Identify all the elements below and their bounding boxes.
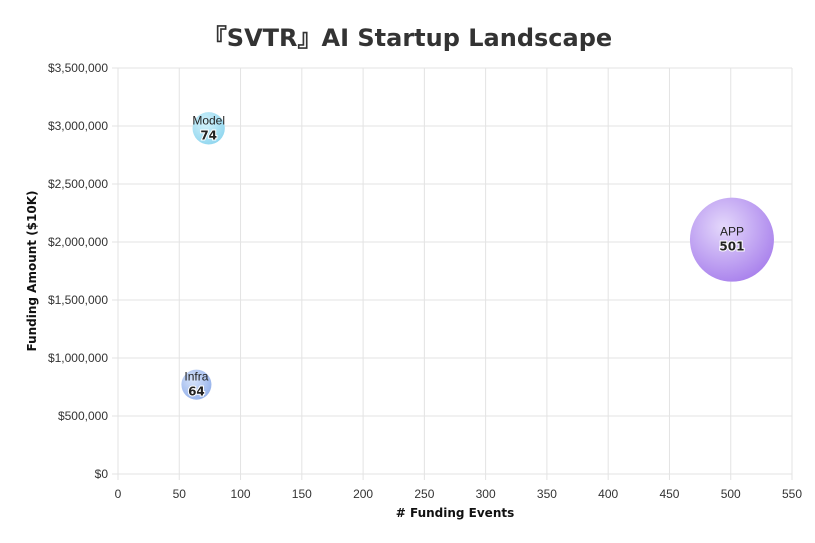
chart-title: 『SVTR』AI Startup Landscape xyxy=(202,24,613,52)
bubble-name-label: Model xyxy=(192,113,225,127)
x-tick-label: 0 xyxy=(115,487,122,501)
y-tick-label: $500,000 xyxy=(58,409,108,423)
x-tick-label: 100 xyxy=(231,487,251,501)
bubble-value-label: 501 xyxy=(719,240,744,254)
x-tick-label: 500 xyxy=(721,487,741,501)
y-axis-title: Funding Amount ($10K) xyxy=(25,190,39,351)
y-tick-label: $0 xyxy=(95,467,109,481)
axes: 0 50 100 150 200 250 300 350 400 450 500 550 $0 $500,… xyxy=(48,61,802,501)
y-tick-label: $1,500,000 xyxy=(48,293,108,307)
x-tick-label: 550 xyxy=(782,487,802,501)
bubble-value-label: 64 xyxy=(188,385,205,399)
y-tick-label: $2,000,000 xyxy=(48,235,108,249)
x-tick-label: 50 xyxy=(173,487,187,501)
y-tick-label: $1,000,000 xyxy=(48,351,108,365)
bubble-value-label: 74 xyxy=(200,128,217,142)
bubble-circle[interactable] xyxy=(689,197,774,282)
bubble-name-label: APP xyxy=(720,225,744,239)
bubble-circle[interactable] xyxy=(181,369,212,400)
x-tick-label: 150 xyxy=(292,487,312,501)
bubble-name-label: Infra xyxy=(184,370,208,384)
x-tick-label: 400 xyxy=(598,487,618,501)
x-tick-label: 200 xyxy=(353,487,373,501)
x-tick-label: 350 xyxy=(537,487,557,501)
x-tick-label: 450 xyxy=(659,487,679,501)
y-tick-label: $3,500,000 xyxy=(48,61,108,75)
x-tick-label: 300 xyxy=(476,487,496,501)
x-axis-title: # Funding Events xyxy=(396,506,515,520)
y-tick-label: $3,000,000 xyxy=(48,119,108,133)
x-tick-label: 250 xyxy=(414,487,434,501)
y-tick-label: $2,500,000 xyxy=(48,177,108,191)
bubble-circle[interactable] xyxy=(192,112,225,145)
